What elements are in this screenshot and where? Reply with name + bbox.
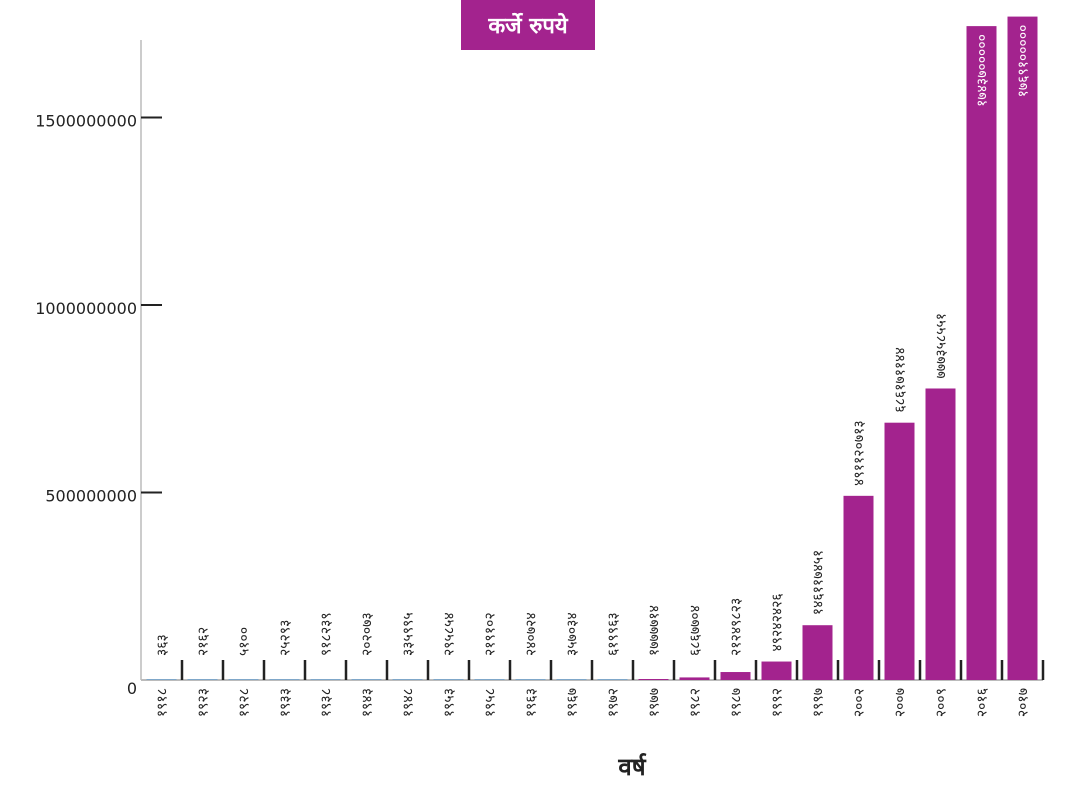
x-tick-label: १९२३: [196, 688, 212, 717]
x-tick-label: १९७७: [647, 688, 663, 717]
bar-value-label: २१६२: [196, 627, 212, 656]
bar: [638, 679, 669, 680]
x-tick-label: १९५३: [442, 688, 458, 717]
x-tick-label: १९२८: [237, 688, 253, 717]
bar-value-label: १७४३७०००००: [975, 34, 991, 107]
bar: [392, 679, 423, 680]
x-tick-label: २००२: [852, 688, 868, 717]
bar: [884, 422, 915, 680]
bar-value-label: १४६११७४५१: [811, 550, 827, 616]
x-axis-label: वर्ष: [618, 753, 646, 781]
bar-value-label: ५१००: [237, 627, 253, 656]
bar-value-label: ६१९९६३: [606, 612, 622, 656]
x-tick-label: २००९: [934, 688, 950, 717]
bar-value-label: १७७७७१४: [647, 605, 663, 656]
x-tick-label: १९६३: [524, 688, 540, 717]
bar: [474, 679, 505, 680]
y-tick-label: 1000000000: [35, 299, 137, 318]
x-tick-label: १९३८: [319, 688, 335, 717]
bar: [843, 495, 874, 680]
bar-value-label: ४९२४२४२६: [770, 593, 786, 651]
bar-value-label: २४०७२४: [524, 612, 540, 656]
bar: [433, 679, 464, 680]
x-tick-label: १९५८: [483, 688, 499, 717]
x-tick-label: १९८७: [729, 688, 745, 717]
bar-value-label: १७६९१०००००: [1016, 25, 1032, 98]
bar-value-label: २०२०७३: [360, 612, 376, 656]
x-tick-label: २००७: [893, 688, 909, 717]
bar: [187, 679, 218, 680]
x-tick-label: १९७२: [606, 688, 622, 717]
x-tick-label: २०१७: [1016, 688, 1032, 717]
bar: [761, 661, 792, 680]
x-tick-label: १९४३: [360, 688, 376, 717]
bar: [966, 26, 997, 681]
x-tick-label: १९९७: [811, 688, 827, 717]
bar-value-label: ३६३: [155, 634, 171, 656]
x-tick-label: १९९२: [770, 688, 786, 717]
bar-value-label: २५२९३: [278, 620, 294, 656]
x-tick-label: १९४८: [401, 688, 417, 717]
y-tick-label: 1500000000: [35, 112, 137, 131]
bar: [269, 679, 300, 680]
bar: [228, 679, 259, 680]
x-tick-label: १९१८: [155, 688, 171, 717]
x-tick-label: १९८२: [688, 688, 704, 717]
bar: [802, 625, 833, 680]
bar: [597, 679, 628, 680]
x-tick-label: १९६७: [565, 688, 581, 717]
bar: [310, 679, 341, 680]
bar-value-label: २१९१०२: [483, 612, 499, 656]
bar: [515, 679, 546, 680]
x-tick-label: २०१६: [975, 688, 991, 717]
x-tick-label: १९३३: [278, 688, 294, 717]
bar: [146, 679, 177, 680]
bar-value-label: ४९११२०७१३: [852, 420, 868, 486]
bar: [720, 672, 751, 680]
bar-value-label: ९१८२३९: [319, 612, 335, 656]
bar-value-label: ६८६७७०४: [688, 605, 704, 656]
bar-value-label: ७७७३५८५५१: [934, 313, 950, 379]
bar-value-label: २१२४९८२३: [729, 598, 745, 656]
y-tick-label: 0: [127, 679, 137, 698]
bar: [925, 388, 956, 680]
y-tick-label: 500000000: [45, 487, 137, 506]
chart-title: कर्जे रुपये: [461, 0, 595, 50]
bar: [679, 677, 710, 680]
bar-value-label: २९५८५४: [442, 612, 458, 656]
bar-value-label: ३३५९९५: [401, 612, 417, 656]
bar: [1007, 16, 1038, 680]
bar: [556, 679, 587, 680]
bar-value-label: ६८६१७११४४: [893, 347, 909, 413]
bar-value-label: ३५७०३४: [565, 612, 581, 656]
bar: [351, 679, 382, 680]
